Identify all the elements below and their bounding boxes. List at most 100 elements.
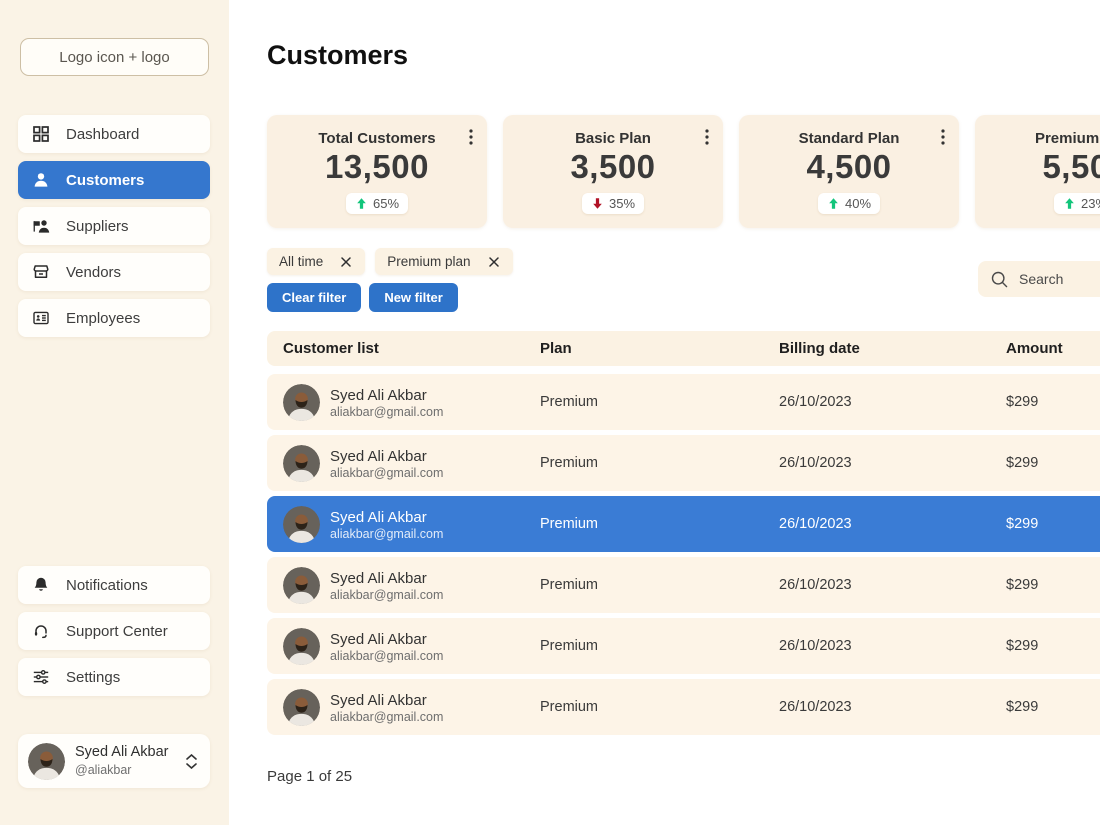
profile-name: Syed Ali Akbar <box>75 744 169 760</box>
plan-cell: Premium <box>540 699 599 715</box>
filter-chips-row: All time Premium plan <box>267 248 513 275</box>
person-icon <box>31 171 50 190</box>
table-row[interactable]: Syed Ali Akbar aliakbar@gmail.com Premiu… <box>267 496 1100 552</box>
customer-name: Syed Ali Akbar <box>330 386 427 404</box>
plan-cell: Premium <box>540 394 599 410</box>
customer-email: aliakbar@gmail.com <box>330 587 444 602</box>
trend-arrow-icon <box>1063 197 1076 210</box>
stat-card-value: 3,500 <box>570 148 656 185</box>
sliders-icon <box>31 668 50 687</box>
table-row[interactable]: Syed Ali Akbar aliakbar@gmail.com Premiu… <box>267 618 1100 674</box>
new-filter-button[interactable]: New filter <box>369 283 458 312</box>
user-profile-card[interactable]: Syed Ali Akbar @aliakbar <box>18 734 210 788</box>
stat-change-badge: 65% <box>345 193 409 214</box>
stat-change-value: 35% <box>608 196 636 211</box>
sidebar-item-label: Support Center <box>66 622 168 640</box>
sidebar: Logo icon + logo Dashboard Customers <box>0 0 229 825</box>
stat-card: Premium Plan 5,500 23% <box>975 115 1100 228</box>
customer-cell: Syed Ali Akbar aliakbar@gmail.com <box>267 505 524 543</box>
table-header: Customer list Plan Billing date Amount <box>267 331 1100 366</box>
billing-date-cell: 26/10/2023 <box>779 455 852 471</box>
table-row[interactable]: Syed Ali Akbar aliakbar@gmail.com Premiu… <box>267 435 1100 491</box>
customer-name: Syed Ali Akbar <box>330 569 427 587</box>
plan-cell: Premium <box>540 455 599 471</box>
stat-change-value: 23% <box>1080 196 1100 211</box>
table-row[interactable]: Syed Ali Akbar aliakbar@gmail.com Premiu… <box>267 557 1100 613</box>
close-icon[interactable] <box>487 255 501 269</box>
column-header-customer-list: Customer list <box>283 340 379 357</box>
customer-name: Syed Ali Akbar <box>330 691 427 709</box>
table-row[interactable]: Syed Ali Akbar aliakbar@gmail.com Premiu… <box>267 374 1100 430</box>
supplier-person-icon <box>31 217 50 236</box>
avatar <box>283 688 320 726</box>
dashboard-grid-icon <box>31 125 50 144</box>
id-card-icon <box>31 309 50 328</box>
search-icon <box>990 270 1009 289</box>
plan-cell: Premium <box>540 638 599 654</box>
amount-cell: $299 <box>1006 394 1039 410</box>
table-row[interactable]: Syed Ali Akbar aliakbar@gmail.com Premiu… <box>267 679 1100 735</box>
sidebar-bottom-nav: Notifications Support Center Settings <box>18 566 210 704</box>
customer-cell: Syed Ali Akbar aliakbar@gmail.com <box>267 444 524 482</box>
trend-arrow-icon <box>591 197 604 210</box>
sidebar-item-label: Vendors <box>66 263 122 281</box>
profile-handle: @aliakbar <box>75 763 132 777</box>
filter-chip[interactable]: Premium plan <box>375 248 513 275</box>
billing-date-cell: 26/10/2023 <box>779 699 852 715</box>
column-header-billing-date: Billing date <box>779 340 860 357</box>
stat-change-badge: 35% <box>581 193 645 214</box>
sidebar-item-customers[interactable]: Customers <box>18 161 210 199</box>
filter-buttons-row: Clear filter New filter <box>267 283 458 312</box>
amount-cell: $299 <box>1006 516 1039 532</box>
customer-email: aliakbar@gmail.com <box>330 404 444 419</box>
customer-cell: Syed Ali Akbar aliakbar@gmail.com <box>267 627 524 665</box>
chevron-up-icon <box>186 753 197 760</box>
sidebar-item-label: Settings <box>66 668 121 686</box>
sidebar-item-notifications[interactable]: Notifications <box>18 566 210 604</box>
sidebar-item-label: Customers <box>66 171 145 189</box>
customer-name: Syed Ali Akbar <box>330 447 427 465</box>
page-title: Customers <box>267 40 409 70</box>
customers-table: Customer list Plan Billing date Amount S… <box>267 331 1100 740</box>
sidebar-item-vendors[interactable]: Vendors <box>18 253 210 291</box>
stat-cards-row: Total Customers 13,500 65% Basic Plan 3,… <box>267 115 1100 228</box>
sidebar-item-settings[interactable]: Settings <box>18 658 210 696</box>
sidebar-nav: Dashboard Customers Suppliers <box>18 115 210 345</box>
amount-cell: $299 <box>1006 699 1039 715</box>
avatar <box>28 742 65 780</box>
sidebar-item-support-center[interactable]: Support Center <box>18 612 210 650</box>
plan-cell: Premium <box>540 516 599 532</box>
kebab-menu-icon[interactable] <box>937 125 949 152</box>
column-header-amount: Amount <box>1006 340 1063 357</box>
stat-change-value: 40% <box>844 196 872 211</box>
sidebar-item-label: Employees <box>66 309 141 327</box>
kebab-menu-icon[interactable] <box>465 125 477 152</box>
amount-cell: $299 <box>1006 638 1039 654</box>
stat-change-badge: 40% <box>817 193 881 214</box>
clear-filter-button[interactable]: Clear filter <box>267 283 362 312</box>
sidebar-item-suppliers[interactable]: Suppliers <box>18 207 210 245</box>
filter-chip[interactable]: All time <box>267 248 366 275</box>
customer-name: Syed Ali Akbar <box>330 508 427 526</box>
kebab-menu-icon[interactable] <box>701 125 713 152</box>
sidebar-item-label: Notifications <box>66 576 148 594</box>
main-content: Customers Total Customers 13,500 65% Bas… <box>267 0 1100 825</box>
sidebar-item-employees[interactable]: Employees <box>18 299 210 337</box>
trend-arrow-icon <box>355 197 368 210</box>
trend-arrow-icon <box>827 197 840 210</box>
billing-date-cell: 26/10/2023 <box>779 394 852 410</box>
customer-email: aliakbar@gmail.com <box>330 465 444 480</box>
sidebar-item-dashboard[interactable]: Dashboard <box>18 115 210 153</box>
customer-cell: Syed Ali Akbar aliakbar@gmail.com <box>267 566 524 604</box>
search-box[interactable] <box>978 261 1100 297</box>
avatar <box>283 505 320 543</box>
close-icon[interactable] <box>339 255 353 269</box>
profile-expand-control[interactable] <box>183 751 200 772</box>
avatar <box>283 627 320 665</box>
billing-date-cell: 26/10/2023 <box>779 638 852 654</box>
stat-card-title: Standard Plan <box>798 130 900 147</box>
search-input[interactable] <box>1019 271 1100 287</box>
storefront-icon <box>31 263 50 282</box>
stat-card-value: 4,500 <box>806 148 892 185</box>
stat-card: Basic Plan 3,500 35% <box>503 115 723 228</box>
